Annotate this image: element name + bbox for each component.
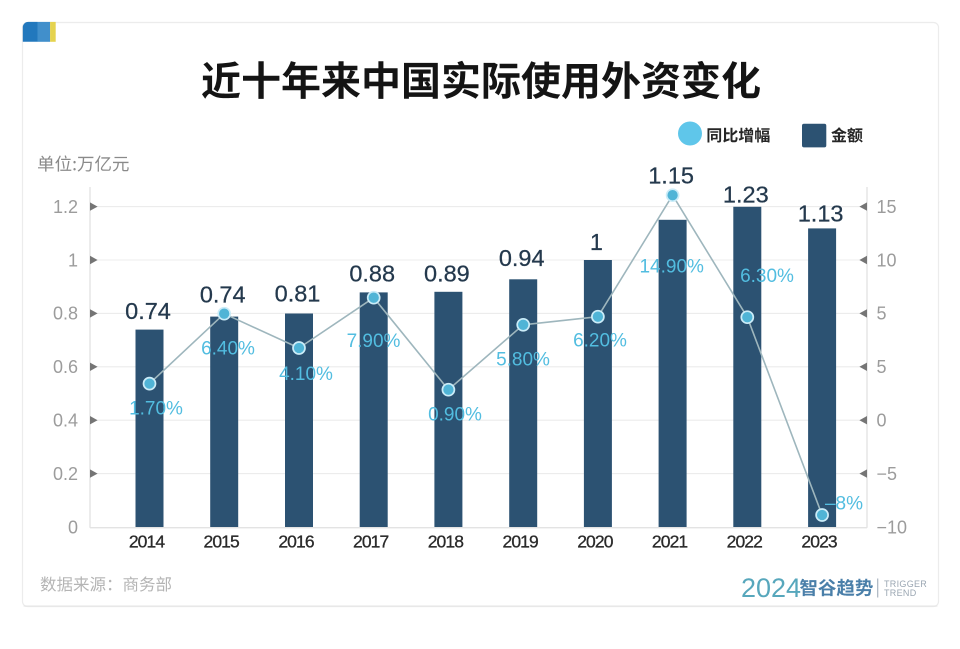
- svg-text:2017: 2017: [353, 531, 388, 551]
- svg-text:1: 1: [68, 250, 78, 270]
- svg-text:2022: 2022: [727, 531, 762, 551]
- svg-text:−10: −10: [877, 517, 908, 537]
- svg-text:10: 10: [877, 250, 897, 270]
- svg-text:0.81: 0.81: [275, 281, 321, 307]
- svg-text:2014: 2014: [129, 531, 165, 551]
- svg-text:6.20%: 6.20%: [573, 331, 627, 352]
- svg-text:2023: 2023: [801, 531, 836, 551]
- svg-text:2024: 2024: [741, 573, 801, 603]
- svg-text:0.90%: 0.90%: [428, 404, 482, 425]
- svg-text:2020: 2020: [577, 531, 613, 551]
- svg-text:0.6: 0.6: [53, 357, 78, 377]
- svg-text:−5: −5: [877, 464, 898, 484]
- svg-text:0: 0: [877, 411, 887, 431]
- svg-text:1: 1: [590, 229, 603, 255]
- svg-text:TRIGGER: TRIGGER: [884, 579, 927, 589]
- svg-text:4.10%: 4.10%: [279, 364, 333, 385]
- svg-text:0.88: 0.88: [349, 261, 395, 287]
- svg-text:1.70%: 1.70%: [129, 398, 183, 419]
- svg-text:0.94: 0.94: [499, 245, 545, 271]
- svg-text:15: 15: [877, 197, 897, 217]
- svg-text:0.2: 0.2: [53, 464, 78, 484]
- svg-text:6.30%: 6.30%: [740, 266, 794, 287]
- svg-text:2016: 2016: [278, 531, 313, 551]
- svg-text:0.74: 0.74: [125, 298, 171, 324]
- svg-text:14.90%: 14.90%: [639, 257, 704, 278]
- svg-text:6.40%: 6.40%: [201, 339, 255, 360]
- svg-text:1.15: 1.15: [648, 163, 694, 189]
- svg-text:TREND: TREND: [884, 588, 917, 598]
- svg-text:5: 5: [877, 357, 887, 377]
- svg-text:0.74: 0.74: [200, 282, 246, 308]
- svg-text:–8%: –8%: [825, 494, 863, 515]
- svg-text:0.8: 0.8: [53, 304, 78, 324]
- svg-text:2015: 2015: [204, 531, 239, 551]
- svg-text:0.4: 0.4: [53, 411, 78, 431]
- svg-text:1.2: 1.2: [53, 197, 78, 217]
- svg-text:5.80%: 5.80%: [496, 349, 550, 370]
- svg-text:1.13: 1.13: [798, 201, 844, 227]
- svg-text:5: 5: [877, 304, 887, 324]
- svg-text:2021: 2021: [652, 531, 687, 551]
- svg-text:2019: 2019: [503, 531, 538, 551]
- svg-text:7.90%: 7.90%: [347, 331, 401, 352]
- svg-text:0: 0: [68, 517, 78, 537]
- svg-text:1.23: 1.23: [723, 182, 769, 208]
- svg-text:2018: 2018: [428, 531, 463, 551]
- svg-text:0.89: 0.89: [424, 261, 470, 287]
